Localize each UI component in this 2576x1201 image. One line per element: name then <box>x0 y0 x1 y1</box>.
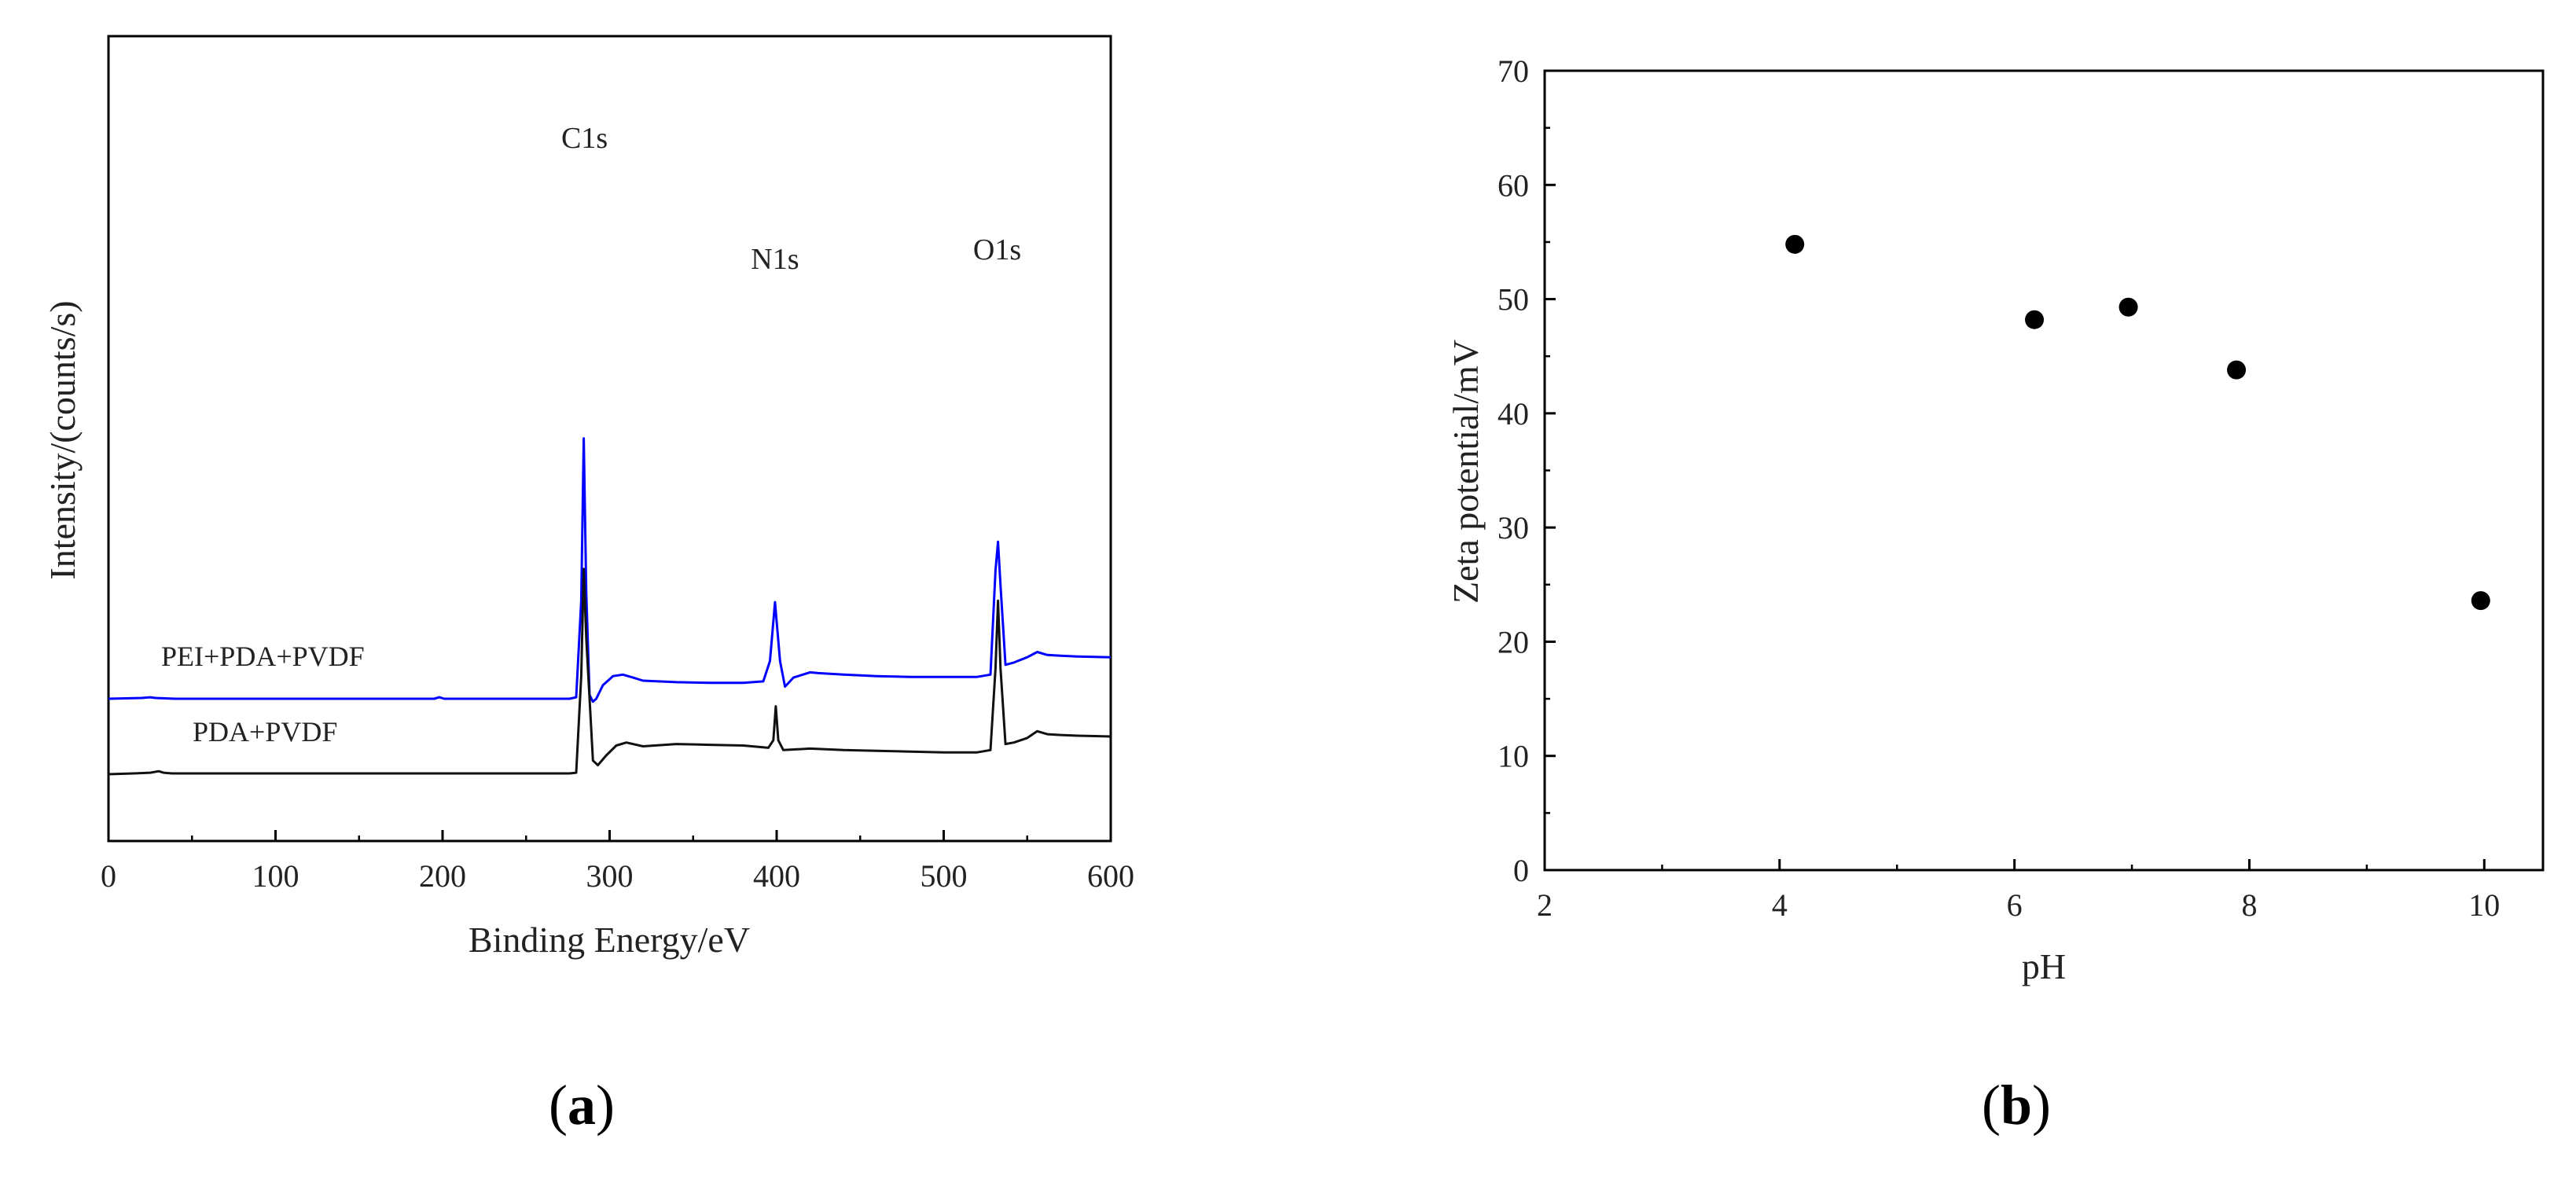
zeta-y-tick-label: 50 <box>1497 282 1529 318</box>
xps-peak-label: C1s <box>561 122 608 155</box>
zeta-data-point <box>2025 310 2045 329</box>
zeta-points <box>1785 234 2490 611</box>
zeta-y-tick-label: 40 <box>1497 396 1529 432</box>
zeta-x-tick-label: 4 <box>1772 887 1788 923</box>
xps-series-line <box>108 567 1112 776</box>
zeta-y-tick-label: 0 <box>1513 853 1529 888</box>
zeta-data-point <box>2471 591 2490 611</box>
xps-annotations: C1s N1s O1s <box>561 122 1021 276</box>
xps-x-axis-label: Binding Energy/eV <box>469 920 750 960</box>
xps-x-tick-label: 100 <box>252 858 299 894</box>
zeta-x-ticks: 2 4 6 8 10 <box>1537 859 2500 923</box>
zeta-y-axis-label: Zeta potential/mV <box>1446 340 1486 604</box>
panel-label-a: (a) <box>549 1074 615 1137</box>
zeta-x-axis-label: pH <box>2022 946 2066 986</box>
xps-series-line <box>108 437 1112 703</box>
zeta-y-tick-label: 30 <box>1497 510 1529 545</box>
xps-x-tick-label: 600 <box>1087 858 1134 894</box>
zeta-y-tick-label: 10 <box>1497 739 1529 774</box>
zeta-y-tick-label: 20 <box>1497 624 1529 659</box>
zeta-plot-frame <box>1543 69 2545 872</box>
xps-series: PEI+PDA+PVDF PDA+PVDF <box>108 437 1112 776</box>
xps-x-tick-label: 0 <box>101 858 116 894</box>
zeta-data-point <box>2227 360 2247 380</box>
zeta-x-tick-label: 10 <box>2468 887 2500 923</box>
zeta-y-ticks: 0 10 20 30 40 50 60 70 <box>1497 53 1556 888</box>
xps-y-axis-label: Intensity/(counts/s) <box>42 300 83 579</box>
xps-x-tick-label: 500 <box>921 858 968 894</box>
xps-x-tick-label: 200 <box>419 858 466 894</box>
xps-x-tick-label: 300 <box>586 858 634 894</box>
zeta-x-tick-label: 6 <box>2007 887 2023 923</box>
xps-peak-label: O1s <box>973 233 1021 266</box>
zeta-y-tick-label: 60 <box>1497 167 1529 203</box>
zeta-x-tick-label: 8 <box>2241 887 2257 923</box>
xps-x-ticks: 0 100 200 300 400 500 600 <box>101 830 1134 894</box>
xps-series-label: PDA+PVDF <box>193 716 337 747</box>
panel-label-b: (b) <box>1982 1074 2051 1137</box>
zeta-y-tick-label: 70 <box>1497 53 1529 89</box>
zeta-data-point <box>1785 234 1805 254</box>
xps-chart: 0 100 200 300 400 500 600 PEI+PDA+PVDF PDA+PVDF… <box>42 35 1134 1137</box>
xps-series-label: PEI+PDA+PVDF <box>161 641 365 672</box>
zeta-chart: 2 4 6 8 10 0 10 20 30 40 50 60 70 pH Zeta potential… <box>1446 53 2545 1137</box>
zeta-data-point <box>2118 297 2138 317</box>
zeta-x-tick-label: 2 <box>1537 887 1553 923</box>
xps-x-tick-label: 400 <box>753 858 800 894</box>
xps-peak-label: N1s <box>751 243 799 276</box>
